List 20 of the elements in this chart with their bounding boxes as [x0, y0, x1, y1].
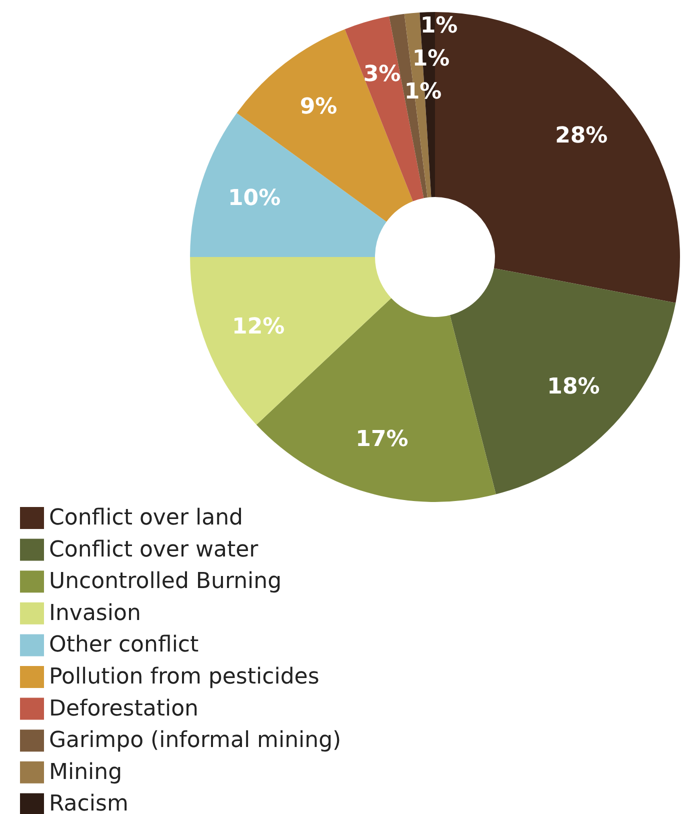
legend-label: Pollution from pesticides [49, 664, 320, 690]
data-label: 18% [547, 374, 600, 400]
legend-label: Uncontrolled Burning [49, 569, 282, 594]
legend-label: Other conflict [49, 632, 200, 658]
legend-label: Racism [49, 792, 128, 814]
data-label: 12% [232, 314, 285, 340]
data-label: 1% [412, 46, 450, 72]
legend-label: Garimpo (informal mining) [49, 728, 342, 754]
legend-label: Deforestation [49, 696, 198, 722]
legend-label: Invasion [49, 600, 141, 626]
data-label: 1% [404, 80, 442, 104]
data-label: 10% [228, 186, 281, 211]
data-label: 3% [363, 62, 401, 88]
data-label: 1% [420, 14, 458, 38]
data-label: 17% [356, 426, 408, 452]
legend-label: Conflict over land [49, 506, 244, 530]
data-label: 9% [300, 94, 338, 120]
data-label: 28% [555, 123, 608, 148]
legend-label: Mining [49, 760, 122, 785]
legend-label: Conflict over water [49, 537, 260, 562]
